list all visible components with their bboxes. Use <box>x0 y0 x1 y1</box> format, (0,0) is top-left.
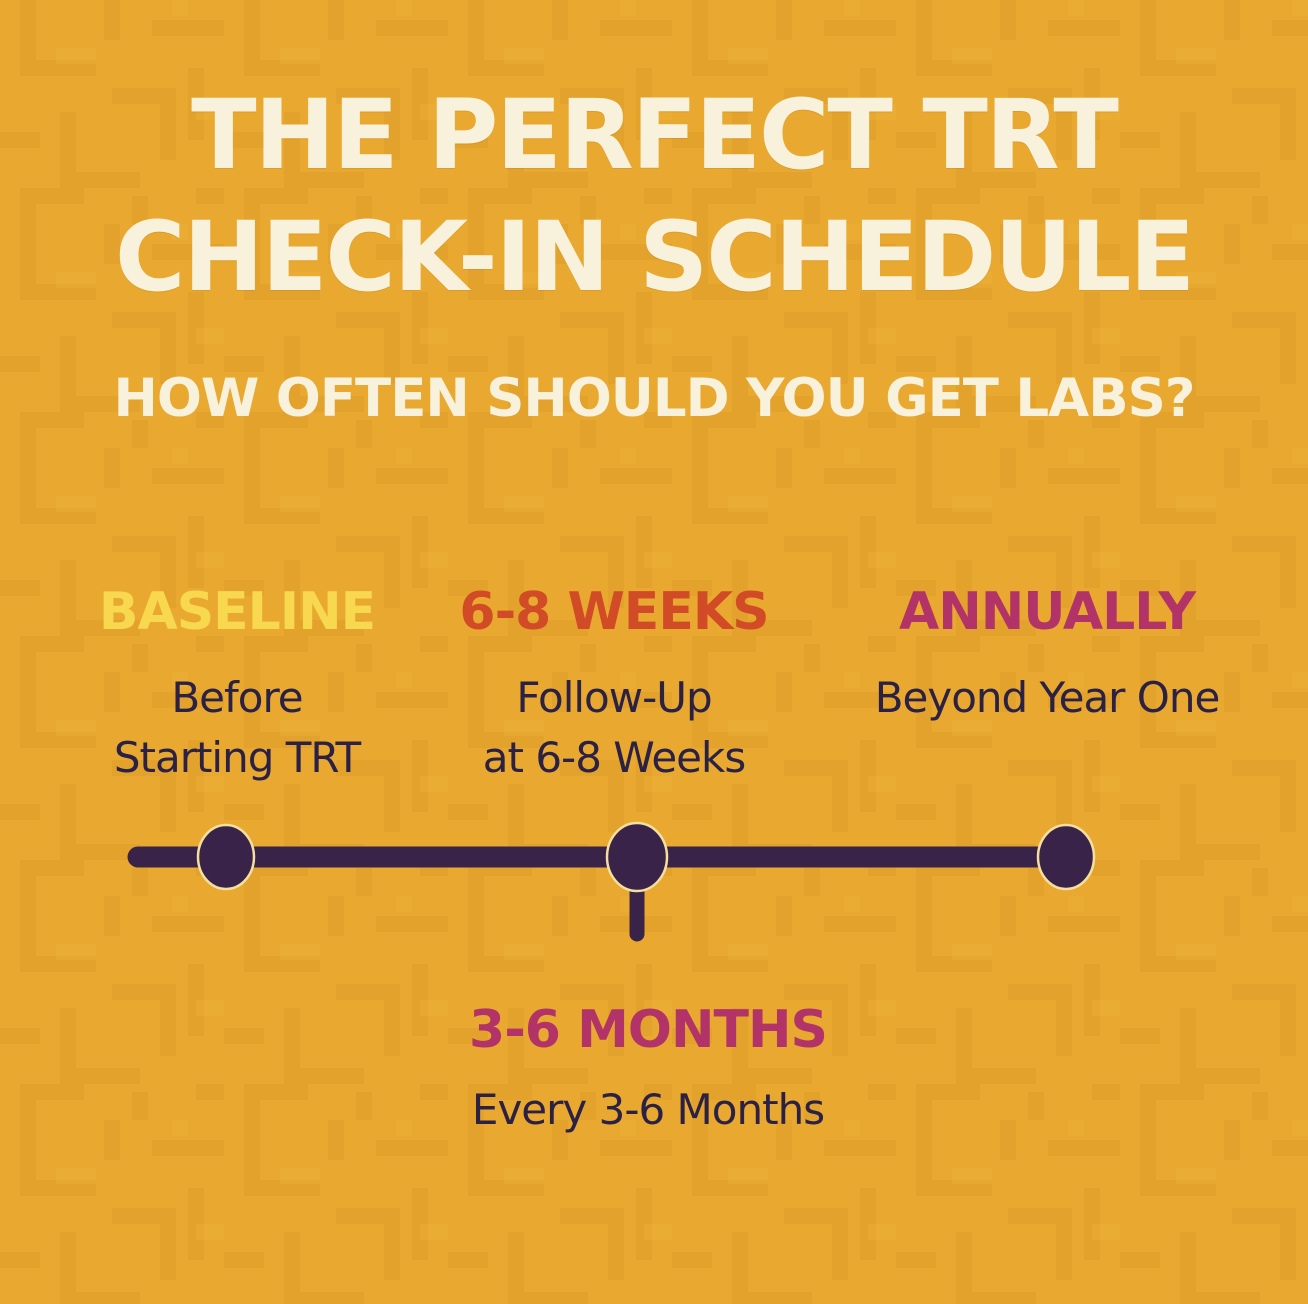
milestone-baseline: BASELINE Before Starting TRT <box>17 584 457 788</box>
milestone-label-6-8-weeks: 6-8 WEEKS <box>459 582 769 642</box>
milestone-label-baseline: BASELINE <box>98 582 376 642</box>
milestone-label-annually: ANNUALLY <box>899 582 1196 642</box>
milestone-caption-3-6-months: Every 3-6 Months <box>471 1085 825 1134</box>
milestone-annually: ANNUALLY Beyond Year One <box>827 584 1267 728</box>
milestone-caption-baseline: Before Starting TRT <box>113 673 361 782</box>
timeline-dot-3-6-months <box>605 821 669 893</box>
milestone-caption-annually: Beyond Year One <box>874 673 1221 722</box>
milestone-caption-6-8-weeks: Follow-Up at 6-8 Weeks <box>482 673 746 782</box>
timeline-dot-baseline <box>196 823 256 891</box>
timeline-dot-annually <box>1036 823 1096 891</box>
milestone-3-6-months: 3-6 MONTHS Every 3-6 Months <box>428 1002 868 1140</box>
milestone-label-3-6-months: 3-6 MONTHS <box>469 1000 828 1060</box>
milestone-6-8-weeks: 6-8 WEEKS Follow-Up at 6-8 Weeks <box>394 584 834 788</box>
page-title: THE PERFECT TRT CHECK-IN SCHEDULE <box>114 79 1195 313</box>
page-subtitle: HOW OFTEN SHOULD YOU GET LABS? <box>113 368 1195 429</box>
